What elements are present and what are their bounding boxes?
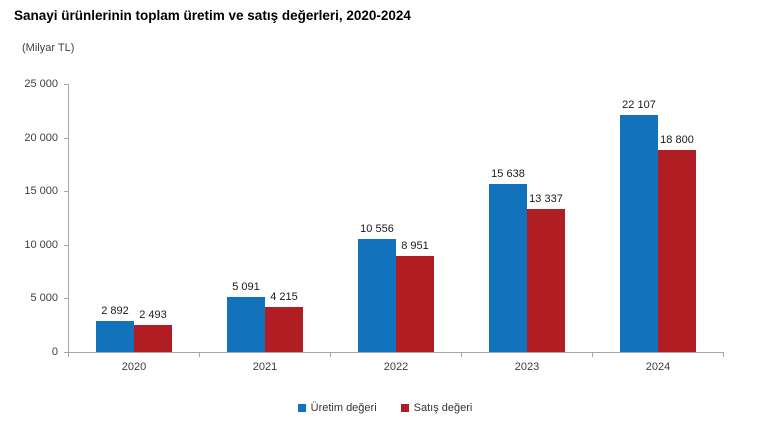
bar-2023-satis: [527, 209, 565, 352]
x-category-label: 2021: [252, 361, 278, 373]
bar-value-label: 13 337: [529, 193, 563, 205]
chart-title: Sanayi ürünlerinin toplam üretim ve satı…: [14, 8, 411, 23]
bar-value-label: 4 215: [270, 291, 298, 303]
bar-value-label: 2 892: [101, 305, 129, 317]
x-tick-mark: [330, 353, 331, 357]
bar-value-label: 10 556: [360, 223, 394, 235]
y-tick-label: 0: [51, 346, 58, 358]
y-tick-mark: [64, 138, 68, 139]
bar-2023-uretim: [489, 184, 527, 352]
x-tick-mark: [68, 353, 69, 357]
bar-2022-uretim: [358, 239, 396, 352]
legend-swatch-icon: [297, 404, 306, 412]
legend-item-uretim-degeri: Üretim değeri: [297, 402, 377, 414]
y-tick-mark: [64, 191, 68, 192]
legend: Üretim değeri Satış değeri: [0, 402, 770, 414]
x-tick-mark: [592, 353, 593, 357]
x-category-label: 2022: [383, 361, 409, 373]
y-axis-unit-label: (Milyar TL): [22, 42, 75, 54]
x-tick-mark: [461, 353, 462, 357]
x-category-label: 2024: [645, 361, 671, 373]
bar-2024-satis: [658, 150, 696, 352]
legend-item-satis-degeri: Satış değeri: [400, 402, 473, 414]
bar-value-label: 22 107: [622, 99, 656, 111]
bar-value-label: 5 091: [232, 281, 260, 293]
bar-2024-uretim: [620, 115, 658, 352]
bar-value-label: 15 638: [491, 168, 525, 180]
bar-2021-satis: [265, 307, 303, 352]
y-tick-label: 5 000: [30, 292, 58, 305]
bar-value-label: 2 493: [139, 309, 167, 321]
legend-label: Üretim değeri: [310, 402, 377, 414]
bar-2020-uretim: [96, 321, 134, 352]
x-category-label: 2020: [121, 361, 147, 373]
y-tick-label: 25 000: [24, 78, 58, 90]
y-tick-label: 15 000: [24, 185, 58, 198]
y-tick-mark: [64, 298, 68, 299]
y-tick-mark: [64, 352, 68, 353]
bar-2021-uretim: [227, 297, 265, 352]
bar-value-label: 8 951: [401, 240, 429, 252]
y-tick-label: 10 000: [24, 238, 58, 251]
plot-area: [68, 84, 724, 353]
y-tick-mark: [64, 245, 68, 246]
legend-swatch-icon: [400, 404, 409, 412]
bar-2022-satis: [396, 256, 434, 352]
y-tick-label: 20 000: [24, 131, 58, 144]
y-tick-mark: [64, 84, 68, 85]
legend-label: Satış değeri: [413, 402, 473, 414]
bar-2020-satis: [134, 325, 172, 352]
x-tick-mark: [199, 353, 200, 357]
bar-value-label: 18 800: [660, 134, 694, 146]
x-tick-mark: [723, 353, 724, 357]
x-category-label: 2023: [514, 361, 540, 373]
